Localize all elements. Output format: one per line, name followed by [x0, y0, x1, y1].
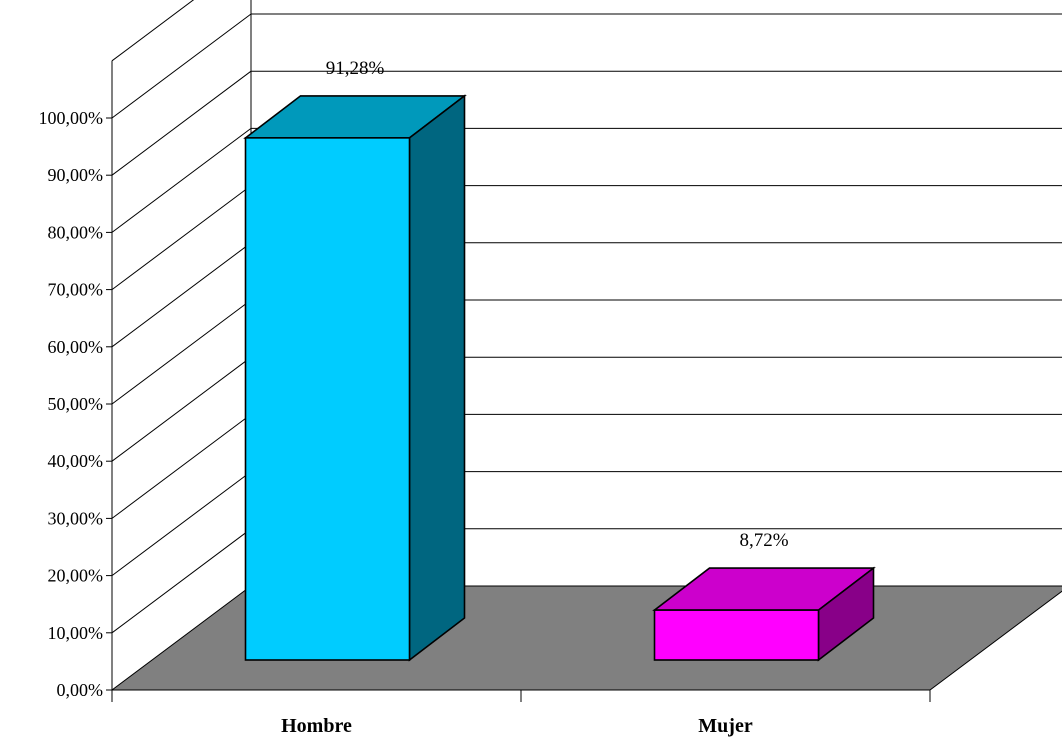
- y-tick-label: 10,00%: [48, 623, 104, 643]
- gridline-side: [111, 356, 252, 462]
- x-category-label: Hombre: [281, 715, 352, 737]
- gridline-side: [111, 70, 252, 176]
- bars-layer: [243, 94, 876, 662]
- bar-mujer: [652, 566, 876, 662]
- y-tick-label: 90,00%: [48, 165, 104, 185]
- y-tick-label: 30,00%: [48, 508, 104, 528]
- y-tick-label: 80,00%: [48, 222, 104, 242]
- y-tick-label: 100,00%: [39, 108, 104, 128]
- gridline-side: [111, 185, 252, 291]
- data-label: 91,28%: [326, 58, 385, 79]
- y-tick-label: 70,00%: [48, 280, 104, 300]
- gridline-side: [111, 528, 252, 634]
- x-category-label: Mujer: [698, 715, 753, 737]
- labels-layer: 0,00% 10,00% 20,00% 30,00% 40,00% 50,00% 60,00…: [39, 58, 789, 737]
- gridline-side: [111, 299, 252, 405]
- gridline-side: [111, 127, 252, 233]
- gridline-side: [111, 413, 252, 519]
- data-label: 8,72%: [739, 530, 788, 551]
- y-tick-label: 60,00%: [48, 337, 104, 357]
- y-tick-label: 0,00%: [57, 680, 104, 700]
- gridline-side: [111, 471, 252, 577]
- gridline-side: [111, 13, 252, 119]
- gridline-side: [111, 0, 195, 62]
- y-tick-label: 40,00%: [48, 451, 104, 471]
- gridline-side: [111, 242, 252, 348]
- y-tick-label: 50,00%: [48, 394, 104, 414]
- bar-front-face: [244, 137, 411, 661]
- bar-side-face: [408, 94, 466, 662]
- bar-front-face: [653, 609, 820, 661]
- bar-hombre: [243, 94, 467, 662]
- y-tick-label: 20,00%: [48, 566, 104, 586]
